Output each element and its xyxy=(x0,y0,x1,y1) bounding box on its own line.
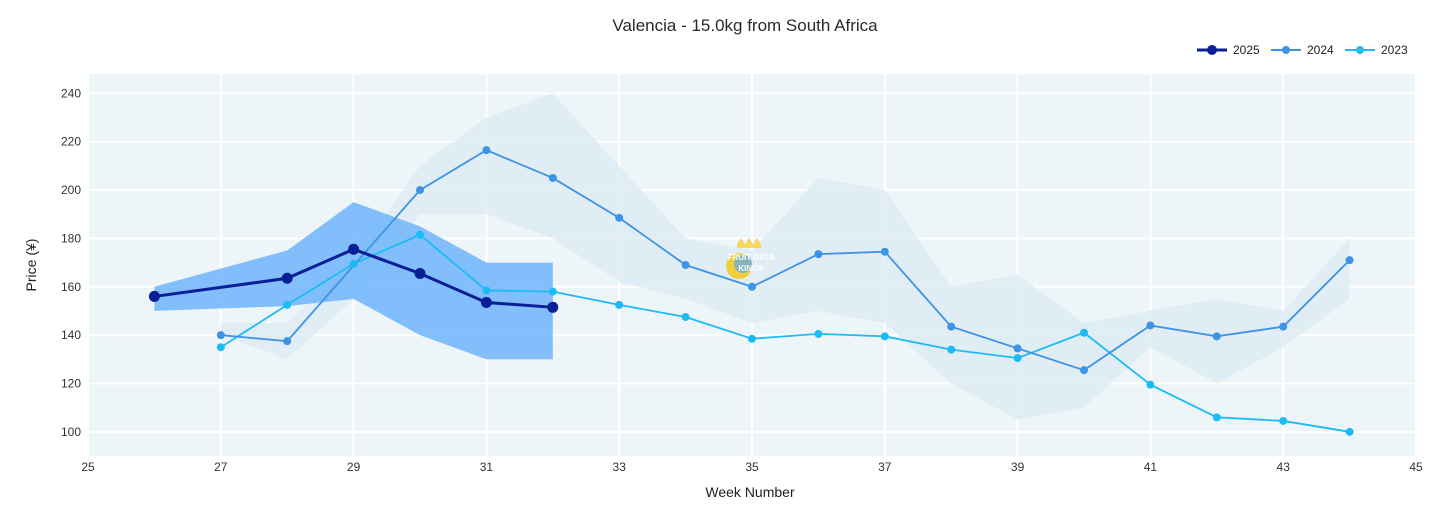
series-line-2025 xyxy=(154,247,553,309)
x-tick-label: 39 xyxy=(1011,460,1025,474)
data-point-2023[interactable] xyxy=(1345,427,1354,436)
y-tick-label: 100 xyxy=(61,425,81,439)
x-tick-label: 35 xyxy=(745,460,759,474)
watermark-text-line-2: KINGS xyxy=(738,264,764,273)
series-line-2023 xyxy=(220,233,1350,433)
data-point-2025[interactable] xyxy=(547,301,559,313)
data-point-2024[interactable] xyxy=(1080,366,1088,375)
y-axis-ticks: 100 120 140 160 180 200 220 240 xyxy=(61,86,81,438)
x-tick-label: 37 xyxy=(878,460,892,474)
y-tick-label: 200 xyxy=(61,183,81,197)
y-tick-label: 220 xyxy=(61,135,81,149)
data-point-2024[interactable] xyxy=(216,331,225,340)
legend-label-2025: 2025 xyxy=(1233,43,1260,57)
data-point-2023[interactable] xyxy=(615,300,624,309)
data-point-2024[interactable] xyxy=(1279,322,1288,331)
legend-item-2023[interactable]: 2023 xyxy=(1345,43,1408,57)
legend-marker-2023 xyxy=(1356,46,1364,54)
data-point-2025[interactable] xyxy=(348,243,360,255)
data-point-2025[interactable] xyxy=(414,267,426,279)
series-points xyxy=(148,146,1354,436)
data-point-2024[interactable] xyxy=(482,146,491,155)
data-point-2024[interactable] xyxy=(1345,256,1354,265)
data-point-2025[interactable] xyxy=(281,272,293,284)
legend-marker-2024 xyxy=(1282,46,1290,54)
y-tick-label: 140 xyxy=(61,328,81,342)
data-point-2023[interactable] xyxy=(548,287,557,296)
watermark-logo: FRUIT DATA KINGS xyxy=(726,238,775,279)
data-point-2024[interactable] xyxy=(548,173,557,182)
data-point-2023[interactable] xyxy=(681,312,690,321)
legend-label-2023: 2023 xyxy=(1381,43,1408,57)
data-point-2025[interactable] xyxy=(480,296,492,308)
x-tick-label: 41 xyxy=(1144,460,1158,474)
data-point-2024[interactable] xyxy=(681,261,690,269)
data-point-2023[interactable] xyxy=(947,345,956,354)
data-point-2023[interactable] xyxy=(1146,380,1155,389)
x-axis-label: Week Number xyxy=(705,484,795,500)
x-tick-label: 25 xyxy=(81,460,95,474)
data-point-2023[interactable] xyxy=(482,286,491,295)
y-tick-label: 240 xyxy=(61,86,81,100)
data-point-2024[interactable] xyxy=(283,337,292,346)
data-point-2024[interactable] xyxy=(814,250,823,259)
legend-item-2025[interactable]: 2025 xyxy=(1197,43,1260,57)
data-point-2023[interactable] xyxy=(216,343,225,352)
y-tick-label: 180 xyxy=(61,231,81,245)
data-point-2023[interactable] xyxy=(1080,328,1088,337)
data-point-2023[interactable] xyxy=(283,300,292,309)
x-tick-label: 43 xyxy=(1277,460,1291,474)
watermark-text-line-1: FRUIT DATA xyxy=(728,253,775,262)
data-point-2025[interactable] xyxy=(148,290,160,302)
x-tick-label: 45 xyxy=(1409,460,1423,474)
data-point-2023[interactable] xyxy=(880,332,889,341)
data-point-2023[interactable] xyxy=(1013,354,1022,363)
y-axis-label: Price (¥) xyxy=(23,239,39,292)
data-point-2023[interactable] xyxy=(814,329,823,338)
legend-marker-2025 xyxy=(1207,45,1217,55)
data-point-2024[interactable] xyxy=(880,247,889,256)
data-point-2024[interactable] xyxy=(1212,332,1221,341)
legend-item-2024[interactable]: 2024 xyxy=(1271,43,1334,57)
logo-crown-icon xyxy=(737,238,761,248)
data-point-2023[interactable] xyxy=(1279,416,1288,425)
legend: 2025 2024 2023 xyxy=(1197,43,1408,57)
data-point-2024[interactable] xyxy=(947,322,956,331)
x-tick-label: 29 xyxy=(347,460,361,474)
data-point-2023[interactable] xyxy=(416,230,424,239)
data-point-2023[interactable] xyxy=(748,334,756,343)
x-axis-ticks: 25 27 29 31 33 35 37 39 41 43 45 xyxy=(81,460,1423,474)
range-band-2025 xyxy=(154,202,553,360)
x-tick-label: 33 xyxy=(613,460,627,474)
x-tick-label: 27 xyxy=(214,460,228,474)
y-tick-label: 160 xyxy=(61,280,81,294)
data-point-2024[interactable] xyxy=(615,213,624,222)
logo-fruit-icon-inner xyxy=(734,255,752,273)
legend-label-2024: 2024 xyxy=(1307,43,1334,57)
y-tick-label: 120 xyxy=(61,376,81,390)
chart-title: Valencia - 15.0kg from South Africa xyxy=(612,16,878,35)
x-tick-label: 31 xyxy=(480,460,494,474)
data-point-2024[interactable] xyxy=(748,282,756,291)
data-point-2024[interactable] xyxy=(1146,321,1155,330)
data-point-2024[interactable] xyxy=(416,186,424,195)
data-point-2023[interactable] xyxy=(349,259,358,268)
data-point-2024[interactable] xyxy=(1013,344,1022,353)
data-point-2023[interactable] xyxy=(1212,413,1221,422)
